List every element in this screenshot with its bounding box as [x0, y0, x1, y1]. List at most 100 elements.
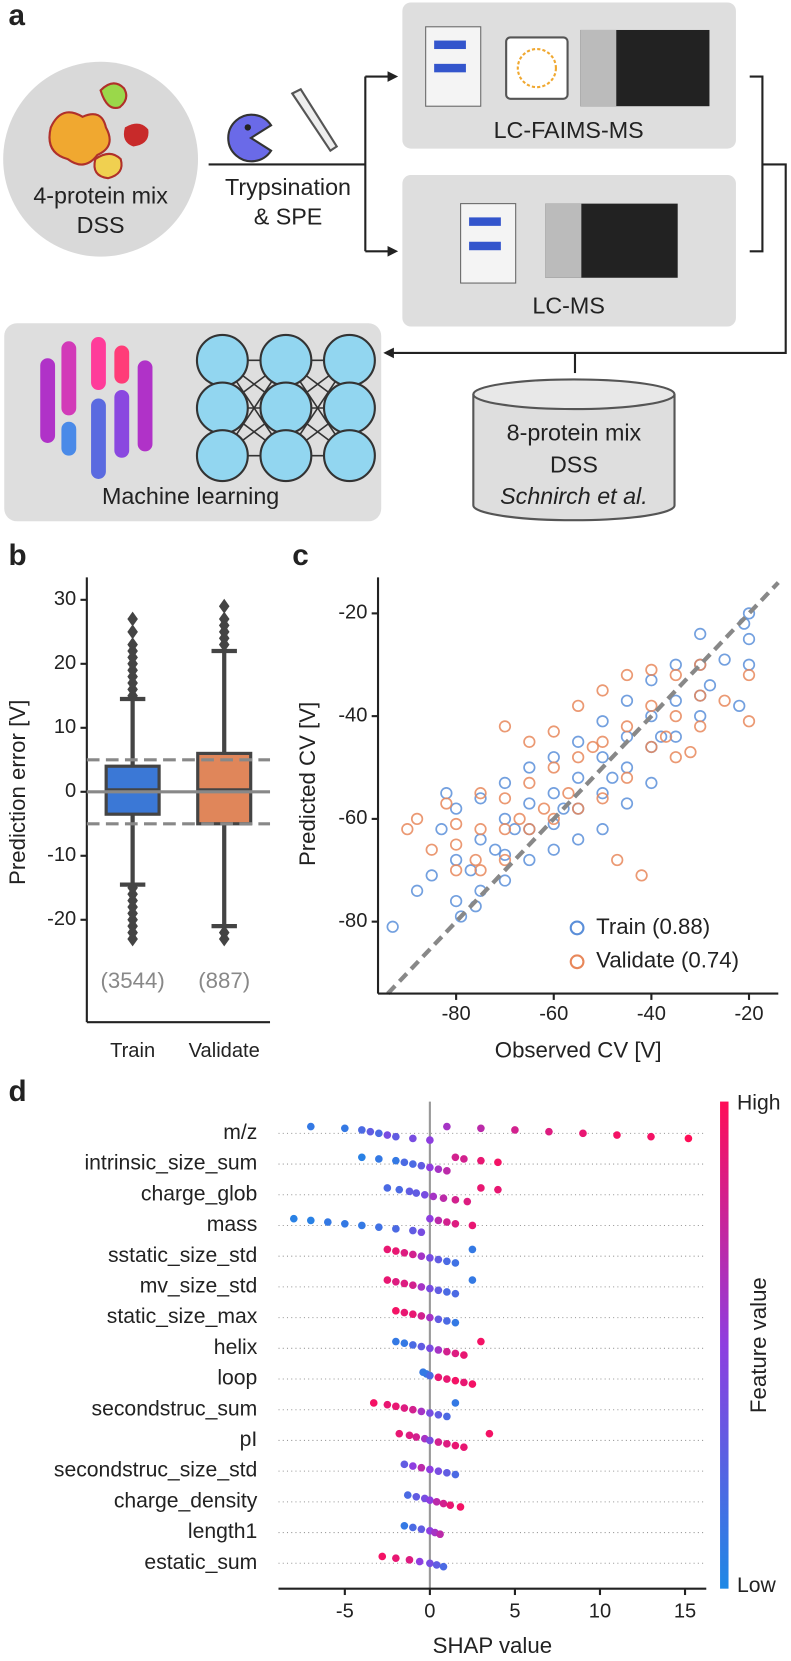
- x-tick-label: 15: [674, 1600, 696, 1622]
- colorbar-high: High: [737, 1091, 781, 1114]
- diagram-shape: [61, 421, 77, 456]
- y-axis-label: Prediction error [V]: [5, 700, 30, 885]
- point: [474, 823, 487, 836]
- shap-point: [426, 1371, 434, 1380]
- shap-point: [647, 1132, 655, 1141]
- shap-point: [366, 1127, 375, 1136]
- shap-point: [429, 1192, 438, 1201]
- shap-point: [383, 1131, 392, 1139]
- point: [547, 812, 560, 826]
- shap-point: [409, 1281, 417, 1290]
- diagram-shape: [91, 398, 106, 479]
- point: [645, 674, 658, 687]
- legend-label: Train (0.88): [596, 914, 710, 939]
- point: [401, 823, 414, 836]
- diagram-shape: [322, 429, 376, 483]
- point: [523, 761, 536, 774]
- point: [596, 787, 609, 800]
- feature-label: secondstruc_size_std: [54, 1459, 257, 1482]
- shap-point: [446, 1501, 455, 1510]
- y-tick-label: -20: [47, 908, 76, 930]
- shap-point: [468, 1221, 477, 1230]
- point: [606, 771, 619, 784]
- point: [586, 740, 599, 754]
- shap-point: [436, 1530, 444, 1539]
- shap-point: [341, 1124, 349, 1133]
- shap-point: [392, 1402, 400, 1411]
- colorbar-low: Low: [737, 1574, 777, 1597]
- point: [425, 869, 438, 882]
- shap-point: [439, 1499, 448, 1508]
- point: [474, 787, 487, 800]
- point: [523, 853, 536, 867]
- feature-label: charge_glob: [141, 1182, 257, 1205]
- x-tick-label: -5: [336, 1600, 354, 1622]
- shap-point: [409, 1134, 417, 1143]
- feature-label: pI: [240, 1428, 258, 1451]
- point: [645, 663, 658, 677]
- shap-point: [434, 1346, 443, 1354]
- shap-point: [395, 1185, 404, 1194]
- point: [620, 720, 634, 733]
- diagram-label: DSS: [550, 451, 598, 477]
- shap-point: [443, 1347, 451, 1356]
- y-tick-label: -40: [338, 704, 367, 726]
- shap-point: [434, 1315, 443, 1324]
- point: [410, 884, 424, 897]
- outlier: [127, 624, 138, 640]
- point: [684, 745, 697, 759]
- point: [537, 802, 551, 815]
- x-tick-label: -40: [637, 1003, 666, 1025]
- feature-label: loop: [217, 1367, 257, 1390]
- legend-marker: [569, 954, 585, 970]
- point: [596, 735, 609, 748]
- shap-point: [477, 1124, 485, 1133]
- shap-point: [420, 1190, 429, 1199]
- diagram-shape: [322, 381, 376, 435]
- point: [620, 797, 634, 810]
- point: [513, 812, 526, 826]
- point: [449, 853, 463, 867]
- point: [523, 776, 536, 790]
- y-tick-label: -10: [47, 844, 76, 866]
- x-axis-label: SHAP value: [433, 1633, 552, 1658]
- diagram-label: LC-FAIMS-MS: [494, 117, 644, 143]
- point: [523, 735, 536, 748]
- shap-point: [306, 1216, 315, 1225]
- point: [669, 658, 682, 671]
- shap-point: [439, 1194, 448, 1202]
- shap-point: [426, 1163, 434, 1172]
- point: [596, 823, 609, 836]
- shap-point: [375, 1129, 383, 1138]
- shap-point: [451, 1196, 460, 1204]
- shap-point: [400, 1279, 409, 1288]
- shap-point: [451, 1318, 460, 1327]
- shap-point: [545, 1127, 553, 1136]
- shap-point: [443, 1440, 451, 1448]
- diagram-label: & SPE: [254, 204, 323, 230]
- shap-point: [613, 1131, 621, 1139]
- point: [694, 720, 707, 733]
- point: [469, 853, 482, 867]
- point: [742, 715, 756, 728]
- x-tick-label: -80: [442, 1003, 471, 1025]
- point: [474, 833, 487, 846]
- shap-point: [426, 1559, 434, 1568]
- diagram-shape: [99, 82, 128, 109]
- shap-point: [434, 1438, 443, 1446]
- shap-point: [443, 1257, 451, 1266]
- shap-point: [412, 1189, 421, 1197]
- point: [742, 668, 756, 682]
- x-tick-label: Validate: [189, 1040, 260, 1062]
- point: [718, 694, 731, 707]
- shap-point: [358, 1153, 366, 1162]
- shap-point: [477, 1184, 485, 1192]
- point: [498, 823, 512, 836]
- x-tick-label: Train: [110, 1040, 155, 1062]
- shap-point: [451, 1470, 460, 1479]
- point: [620, 761, 634, 774]
- shap-point: [400, 1308, 409, 1317]
- shap-point: [417, 1161, 426, 1170]
- shap-point: [451, 1259, 460, 1267]
- shap-point: [412, 1433, 421, 1441]
